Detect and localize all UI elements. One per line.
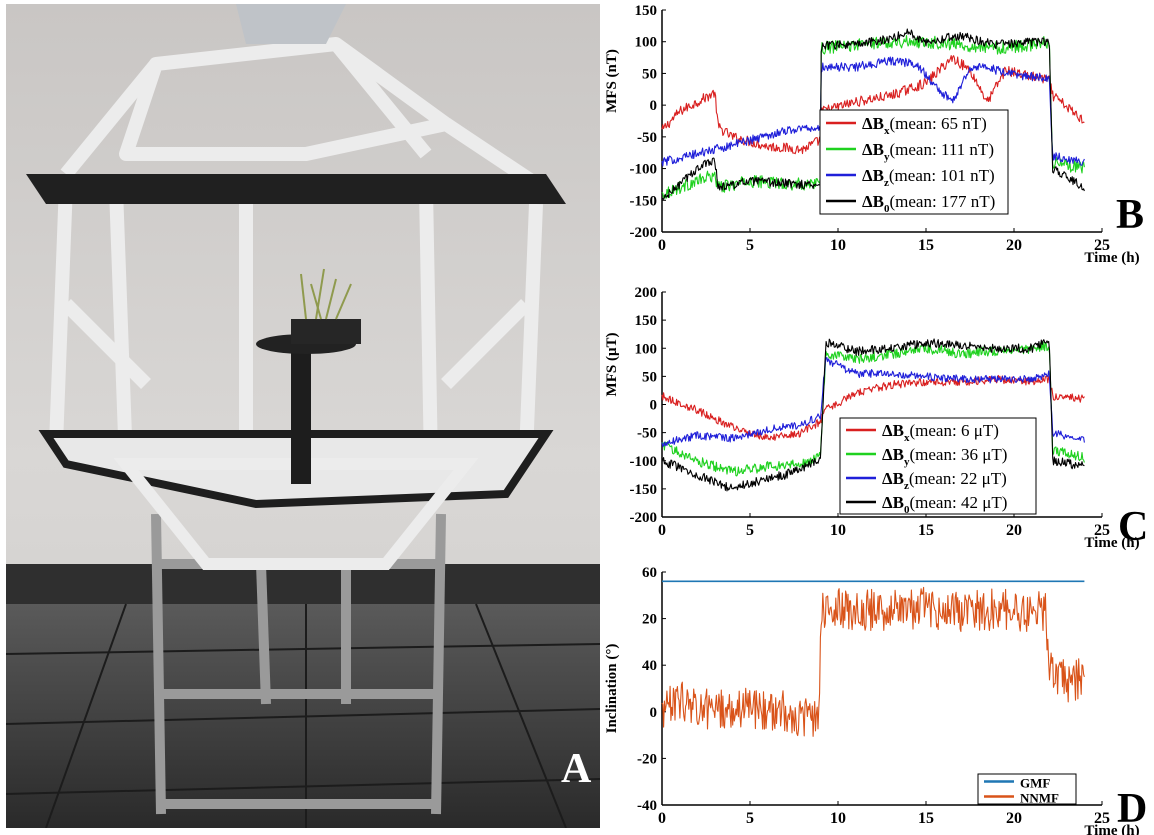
x-axis-label: Time (h) <box>1084 250 1139 266</box>
y-tick-label: -100 <box>630 162 658 178</box>
x-tick-label: 0 <box>658 522 666 539</box>
chart-c: 0 5 10 15 20 25 -200 -150 -100 -50 0 50 100 150 200 Tim… <box>600 280 1154 560</box>
y-axis-label: MFS (μT) <box>604 333 620 397</box>
y-axis-label: Inclination (°) <box>604 644 620 734</box>
legend-box <box>819 109 1009 215</box>
y-tick-label: 50 <box>642 369 657 385</box>
y-axis-label: MFS (nT) <box>604 49 620 113</box>
y-tick-label: 150 <box>635 3 658 19</box>
y-tick-label: -150 <box>630 482 658 498</box>
y-tick-label: -20 <box>637 751 657 767</box>
legend-entry: ΔBz(mean: 22 μT) <box>882 469 1007 492</box>
legend-entry: ΔBz(mean: 101 nT) <box>862 166 995 189</box>
legend-entry: NNMF <box>1020 791 1059 806</box>
panel-letter: D <box>1117 786 1147 832</box>
x-tick-label: 5 <box>746 522 754 539</box>
y-tick-label: -150 <box>630 193 658 209</box>
x-tick-label: 10 <box>830 810 846 827</box>
chart-b: 0 5 10 15 20 25 -200 -150 -100 -50 0 50 100 150 Time (… <box>600 0 1154 280</box>
x-tick-label: 25 <box>1094 237 1110 254</box>
x-axis-label: Time (h) <box>1084 823 1139 835</box>
y-tick-label: 0 <box>650 705 658 721</box>
y-tick-label: 200 <box>635 285 658 301</box>
panel-letter: C <box>1118 504 1148 550</box>
y-tick-label: 100 <box>635 35 658 51</box>
x-tick-label: 15 <box>918 522 934 539</box>
y-tick-label: 50 <box>642 66 657 82</box>
legend-entry: ΔBy(mean: 36 μT) <box>882 445 1007 468</box>
x-tick-label: 15 <box>918 237 934 254</box>
x-tick-label: 20 <box>1006 810 1022 827</box>
y-tick-label: 0 <box>650 98 658 114</box>
x-tick-label: 10 <box>830 237 846 254</box>
series-group <box>661 338 1085 492</box>
legend-entry: ΔBy(mean: 111 nT) <box>862 140 994 163</box>
legend: ΔBx(mean: 65 nT) ΔBy(mean: 111 nT) ΔBz(mea… <box>819 109 1009 215</box>
series-group <box>661 28 1085 200</box>
y-tick-label: -50 <box>637 426 657 442</box>
legend-entry: ΔBx(mean: 65 nT) <box>862 114 987 137</box>
y-tick-label: -50 <box>637 130 657 146</box>
series-line-NNMF <box>661 586 1085 737</box>
series-line-ΔB0 <box>661 338 1085 492</box>
x-tick-label: 20 <box>1006 522 1022 539</box>
legend-entry: ΔB0(mean: 177 nT) <box>862 192 995 215</box>
y-tick-label: 20 <box>642 612 657 628</box>
y-tick-label: -200 <box>630 510 658 526</box>
series-line-ΔB0 <box>661 28 1085 200</box>
legend-entry: ΔBx(mean: 6 μT) <box>882 421 999 444</box>
series-line-ΔBx <box>661 374 1085 441</box>
series-line-ΔBz <box>661 56 1085 167</box>
panel-a-photo: A <box>5 4 601 829</box>
legend: ΔBx(mean: 6 μT)ΔBy(mean: 36 μT)ΔBz(mean:… <box>839 417 1037 516</box>
x-tick-label: 25 <box>1094 810 1110 827</box>
x-tick-label: 0 <box>658 237 666 254</box>
y-tick-label: 100 <box>635 341 658 357</box>
series-line-ΔBx <box>661 55 1085 155</box>
y-tick-label: -100 <box>630 454 658 470</box>
x-tick-label: 25 <box>1094 522 1110 539</box>
legend-box <box>977 773 1077 805</box>
x-tick-label: 20 <box>1006 237 1022 254</box>
y-tick-label: 150 <box>635 313 658 329</box>
legend-entry: ΔB0(mean: 42 μT) <box>882 493 1007 516</box>
legend-entry: GMF <box>1020 776 1050 791</box>
x-tick-label: 0 <box>658 810 666 827</box>
y-tick-label: 40 <box>642 658 657 674</box>
x-tick-label: 5 <box>746 810 754 827</box>
series-group <box>661 580 1085 737</box>
x-tick-label: 15 <box>918 810 934 827</box>
y-tick-label: 60 <box>642 565 657 581</box>
y-tick-label: -200 <box>630 225 658 241</box>
series-line-ΔBz <box>661 357 1085 448</box>
x-axis-label: Time (h) <box>1084 535 1139 551</box>
panel-a-letter: A <box>561 746 592 792</box>
y-tick-label: -40 <box>637 798 657 814</box>
x-tick-label: 5 <box>746 237 754 254</box>
x-tick-label: 10 <box>830 522 846 539</box>
legend-box <box>839 417 1037 515</box>
panel-letter: B <box>1116 192 1144 238</box>
chart-d: 0 5 10 15 20 25 -40 -20 0 40 20 60 Time (h) Inclinati… <box>600 560 1154 835</box>
y-tick-label: 0 <box>650 398 658 414</box>
